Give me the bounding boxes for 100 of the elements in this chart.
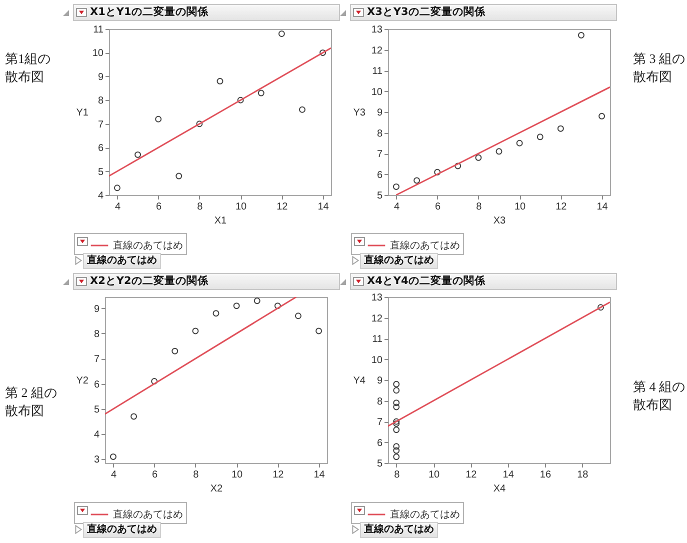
x-tick-label: 12 [556, 202, 568, 212]
y-tick-label: 9 [98, 72, 104, 83]
y-tick-label: 11 [372, 334, 383, 345]
y-tick-label: 5 [98, 166, 104, 178]
point [212, 310, 220, 317]
point [172, 348, 178, 354]
x-tick-label: 12 [466, 470, 478, 480]
x-axis-title: X3 [493, 216, 506, 226]
y-tick-label: 10 [371, 86, 383, 98]
x-tick-label: 8 [197, 202, 204, 212]
y-tick-label: 9 [94, 304, 100, 315]
point [393, 420, 400, 427]
y-tick-label: 10 [92, 48, 104, 60]
x-tick-label: 10 [428, 470, 440, 480]
x-tick-label: 6 [156, 202, 162, 212]
point [176, 172, 182, 180]
x-tick-label: 6 [435, 202, 442, 212]
point [196, 120, 203, 128]
text: 第 3 組の散布図 [633, 50, 686, 86]
x-tick-label: 12 [272, 470, 284, 480]
legend-label: 直線のあてはめ [390, 240, 460, 252]
point [320, 49, 326, 56]
point [233, 302, 240, 310]
point [393, 400, 400, 406]
point [496, 148, 502, 155]
point [393, 454, 400, 460]
x-tick-label: 10 [514, 202, 526, 212]
x-tick-label: 4 [394, 202, 400, 212]
x-tick-label: 10 [235, 202, 248, 212]
point [155, 116, 162, 122]
y-tick-label: 11 [372, 66, 383, 77]
point [237, 96, 244, 104]
y-tick-label: 10 [371, 354, 383, 366]
y-tick-label: 5 [94, 404, 100, 416]
x-axis-title: X2 [210, 484, 224, 494]
text: 直線のあてはめ [83, 522, 161, 538]
y-tick-label: 8 [376, 396, 383, 408]
text: 第1組の散布図 [5, 50, 52, 86]
point [393, 447, 400, 454]
point [475, 154, 482, 161]
x-tick-label: 14 [314, 470, 326, 480]
point [536, 134, 544, 140]
y-axis-title: Y4 [353, 376, 366, 386]
point [216, 78, 224, 84]
text: 第 4 組の散布図 [633, 378, 686, 414]
y-tick-label: 4 [94, 430, 100, 441]
legend-label: 直線のあてはめ [113, 508, 183, 520]
x-tick-label: 8 [193, 470, 200, 480]
point [393, 387, 400, 394]
point [393, 426, 400, 434]
y-tick-label: 7 [94, 354, 100, 366]
point [393, 380, 400, 388]
chart-title: X2とY2の二変量の関係 [90, 274, 208, 289]
y-tick-label: 8 [98, 96, 104, 107]
point [294, 312, 302, 320]
point [454, 162, 462, 170]
x-tick-label: 8 [394, 470, 400, 480]
y-tick-label: 13 [371, 292, 383, 304]
point [110, 453, 116, 460]
point [254, 298, 260, 304]
point [578, 32, 584, 38]
point [393, 418, 400, 425]
legend-label: 直線のあてはめ [113, 240, 183, 252]
y-axis-title: Y3 [353, 108, 366, 118]
point [258, 90, 264, 96]
y-tick-label: 7 [376, 417, 383, 428]
point [434, 168, 441, 176]
y-tick-label: 9 [376, 376, 383, 386]
y-tick-label: 6 [98, 143, 104, 154]
x-tick-label: 10 [231, 470, 244, 480]
point [414, 177, 420, 184]
point [557, 125, 564, 132]
point [130, 413, 138, 420]
x-tick-label: 18 [577, 470, 589, 480]
y-tick-label: 6 [94, 379, 100, 390]
point [278, 30, 285, 37]
point [516, 140, 523, 146]
y-tick-label: 12 [371, 45, 383, 56]
y-tick-label: 3 [94, 454, 100, 466]
x-tick-label: 6 [152, 470, 158, 480]
y-axis-title: Y2 [76, 376, 89, 386]
x-tick-label: 14 [502, 470, 514, 480]
y-tick-label: 7 [98, 119, 104, 130]
y-tick-label: 4 [98, 190, 104, 202]
y-tick-label: 13 [371, 24, 383, 36]
point [192, 328, 199, 334]
text: 直線のあてはめ [360, 522, 438, 538]
y-tick-label: 8 [376, 128, 383, 140]
legend-label: 直線のあてはめ [390, 508, 460, 520]
point [274, 302, 281, 310]
point [597, 304, 604, 311]
y-tick-label: 9 [376, 108, 383, 118]
chart-title: X4とY4の二変量の関係 [367, 274, 486, 289]
x-axis-title: X4 [493, 484, 506, 494]
x-tick-label: 4 [110, 470, 117, 480]
point [598, 112, 606, 120]
chart-title: X1とY1の二変量の関係 [90, 5, 208, 20]
chart-title: X3とY3の二変量の関係 [367, 5, 486, 20]
x-tick-label: 14 [596, 202, 608, 212]
y-tick-label: 5 [376, 190, 383, 202]
